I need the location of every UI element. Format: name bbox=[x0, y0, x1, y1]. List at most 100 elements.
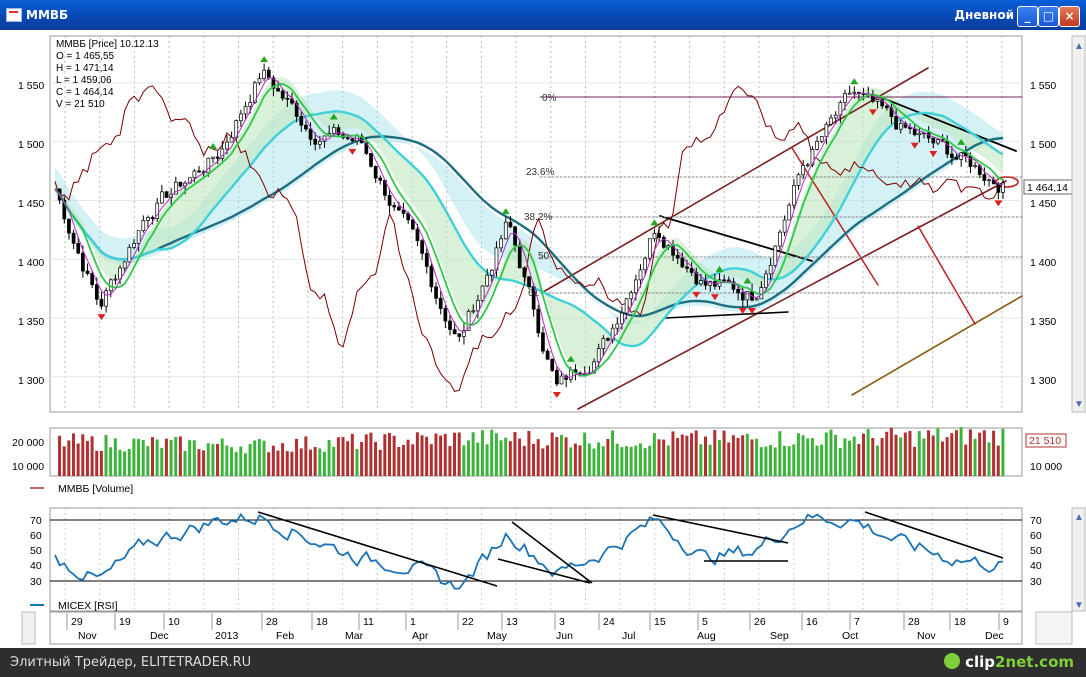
timeframe-label[interactable]: Дневной bbox=[954, 8, 1014, 22]
minimize-button[interactable]: _ bbox=[1017, 6, 1038, 27]
title-bar: ММВБ Дневной _ □ × bbox=[0, 0, 1086, 30]
candle-body bbox=[829, 117, 833, 125]
volume-bar bbox=[680, 434, 684, 476]
volume-bar bbox=[676, 437, 680, 476]
candle-body bbox=[424, 252, 429, 267]
channel-upper-line bbox=[542, 67, 929, 293]
ichimoku-cloud bbox=[55, 90, 1003, 325]
volume-bar bbox=[982, 430, 986, 476]
volume-bar bbox=[67, 440, 71, 476]
candle-body bbox=[954, 157, 959, 160]
candle-body bbox=[745, 291, 750, 301]
volume-bar bbox=[350, 433, 354, 476]
volume-bar bbox=[806, 438, 810, 476]
volume-bar bbox=[848, 440, 852, 476]
volume-bar bbox=[439, 435, 443, 476]
x-scrollbar[interactable] bbox=[21, 611, 1073, 645]
candle-body bbox=[963, 152, 968, 156]
app-icon bbox=[6, 8, 22, 22]
candle-body bbox=[852, 91, 857, 94]
candle-body bbox=[875, 99, 880, 102]
candle-body bbox=[350, 138, 355, 142]
x-day-label: 15 bbox=[654, 616, 666, 628]
volume-bar bbox=[415, 432, 419, 476]
volume-bar bbox=[861, 433, 865, 476]
candle-body bbox=[94, 284, 99, 300]
volume-bar bbox=[959, 427, 963, 476]
volume-bar bbox=[443, 433, 447, 476]
y-tick-right: 1 500 bbox=[1030, 139, 1056, 151]
scroll-up-icon[interactable]: ▲ bbox=[1074, 41, 1084, 52]
volume-bar bbox=[764, 446, 768, 476]
candle-body bbox=[796, 174, 801, 186]
volume-bar bbox=[169, 439, 173, 476]
volume-bar bbox=[271, 445, 275, 476]
volume-bar bbox=[838, 448, 842, 476]
buy-signal-marker bbox=[501, 208, 510, 215]
price-axis-left: 1 300 1 350 1 400 1 450 1 500 1 550 bbox=[18, 80, 44, 387]
x-day-label: 3 bbox=[559, 616, 565, 628]
volume-bar bbox=[541, 448, 545, 476]
volume-bar bbox=[917, 431, 921, 476]
volume-bar bbox=[62, 446, 66, 476]
sell-signal-marker bbox=[552, 391, 561, 398]
x-month-label: Oct bbox=[842, 630, 858, 642]
candle-body bbox=[85, 270, 90, 274]
candle-body bbox=[178, 181, 183, 187]
volume-bar bbox=[346, 441, 350, 476]
maximize-button[interactable]: □ bbox=[1038, 6, 1059, 27]
x-month-label: Aug bbox=[697, 630, 716, 642]
price-scrollbar[interactable]: ▲ ▼ bbox=[1071, 35, 1086, 413]
candle-body bbox=[485, 274, 490, 287]
candle-body bbox=[773, 245, 778, 266]
volume-bar bbox=[109, 447, 113, 476]
candle-body bbox=[67, 218, 71, 234]
candle-body bbox=[113, 278, 118, 281]
close-button[interactable]: × bbox=[1059, 6, 1080, 27]
x-month-label: Feb bbox=[276, 630, 294, 642]
volume-bar bbox=[690, 433, 694, 476]
rsi-scroll-down-icon[interactable]: ▼ bbox=[1074, 600, 1084, 611]
candle-body bbox=[527, 276, 531, 288]
buy-signal-marker bbox=[850, 78, 859, 85]
info-line-3: L = 1 459,06 bbox=[56, 75, 112, 86]
volume-bar bbox=[406, 439, 410, 476]
volume-bar bbox=[308, 449, 312, 476]
rsi-scroll-up-icon[interactable]: ▲ bbox=[1074, 512, 1084, 523]
candle-body bbox=[434, 286, 438, 299]
volume-bar bbox=[773, 447, 777, 476]
candle-body bbox=[150, 217, 155, 219]
candle-body bbox=[448, 320, 452, 330]
candle-body bbox=[155, 202, 160, 219]
y-tick-left: 1 400 bbox=[18, 257, 44, 269]
volume-bar bbox=[118, 449, 122, 476]
candle-body bbox=[685, 266, 689, 269]
candle-body bbox=[517, 244, 522, 269]
candle-body bbox=[917, 132, 922, 136]
scroll-down-icon[interactable]: ▼ bbox=[1074, 399, 1084, 410]
sell-signal-marker bbox=[738, 308, 747, 315]
x-month-label: Sep bbox=[770, 630, 789, 642]
volume-bar bbox=[550, 432, 554, 476]
volume-legend: ММВБ [Volume] bbox=[58, 483, 133, 495]
candle-body bbox=[768, 265, 773, 275]
volume-bar bbox=[857, 444, 861, 476]
volume-bar bbox=[801, 435, 805, 476]
candle-body bbox=[220, 148, 225, 159]
volume-bar bbox=[141, 440, 145, 476]
volume-bar bbox=[736, 437, 740, 476]
volume-bar bbox=[318, 448, 322, 476]
rsi-trend-2 bbox=[511, 521, 593, 584]
candle-body bbox=[541, 332, 545, 352]
candle-body bbox=[308, 128, 313, 140]
volume-bar bbox=[183, 451, 187, 476]
candle-body bbox=[833, 114, 838, 119]
candle-body bbox=[629, 292, 634, 300]
volume-bar bbox=[248, 444, 252, 476]
candle-body bbox=[764, 273, 768, 288]
volume-bar bbox=[453, 432, 457, 476]
volume-bar bbox=[852, 436, 856, 476]
rsi-scrollbar[interactable]: ▲ ▼ bbox=[1071, 507, 1086, 612]
candle-body bbox=[280, 90, 285, 99]
candle-body bbox=[345, 137, 350, 140]
